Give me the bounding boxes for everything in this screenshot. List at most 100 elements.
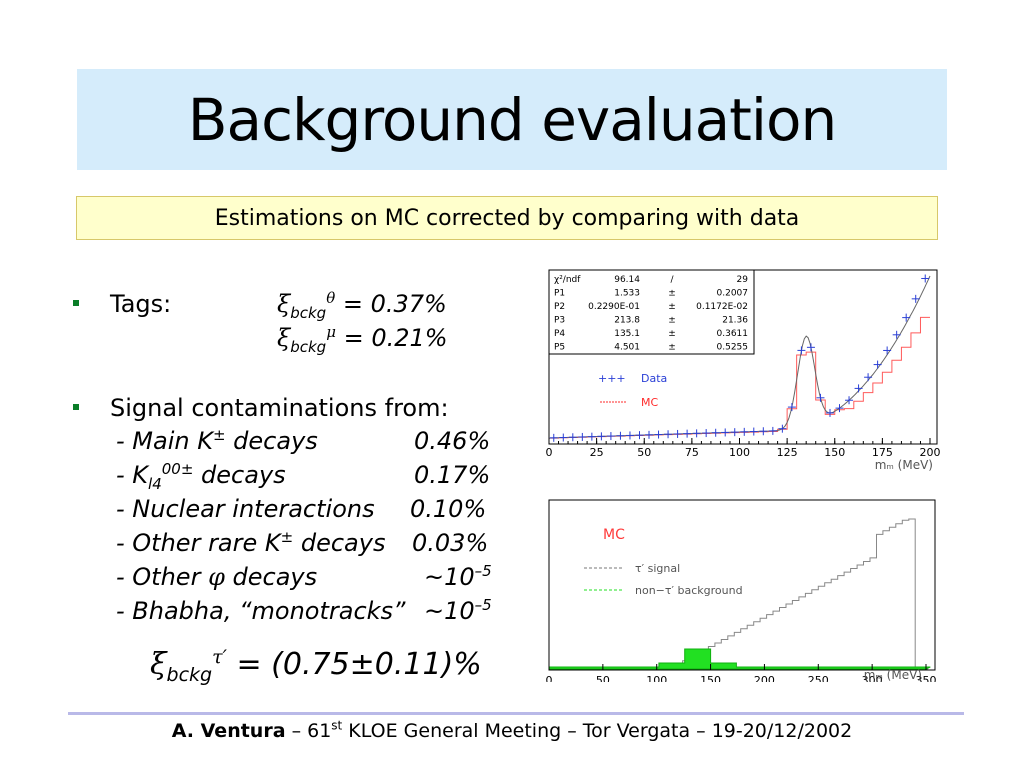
stats-cell: / bbox=[670, 275, 674, 285]
stats-cell: P5 bbox=[554, 343, 565, 353]
signal-row-1: - Main K± decays bbox=[116, 427, 318, 455]
value-text: ~10 bbox=[424, 563, 475, 591]
stats-cell: 96.14 bbox=[614, 275, 640, 285]
stats-cell: 0.2290E-01 bbox=[588, 302, 640, 312]
x-tick-label: 300 bbox=[862, 674, 883, 682]
tag-mu-value: = 0.21% bbox=[335, 324, 448, 352]
stats-cell: P1 bbox=[554, 289, 565, 299]
phi-symbol: φ bbox=[208, 563, 225, 591]
tag-theta-sup: θ bbox=[326, 289, 336, 307]
signal-row-4-value: 0.03% bbox=[412, 529, 489, 557]
data-points bbox=[549, 274, 930, 442]
xi-symbol: ξ bbox=[277, 324, 291, 352]
result-value: = (0.75±0.11)% bbox=[226, 647, 482, 682]
row-sub: l4 bbox=[148, 474, 162, 493]
footer-author: A. Ventura bbox=[171, 720, 286, 742]
stats-cell: 135.1 bbox=[614, 329, 640, 339]
signal-heading: Signal contaminations from: bbox=[110, 394, 449, 422]
row-text: - K bbox=[116, 461, 149, 489]
stats-cell: 0.1172E-02 bbox=[696, 302, 748, 312]
row-sup: ± bbox=[212, 426, 226, 444]
legend-mc-label: MC bbox=[641, 396, 658, 409]
value-sup: –5 bbox=[474, 562, 492, 580]
x-tick-label: 50 bbox=[596, 674, 610, 682]
stats-cell: 1.533 bbox=[614, 289, 640, 299]
plot2-frame bbox=[548, 499, 936, 671]
x-tick-label: 100 bbox=[646, 674, 667, 682]
row-sup: 00± bbox=[161, 460, 194, 478]
row-text: - Other bbox=[116, 563, 209, 591]
footer: A. Ventura – 61st KLOE General Meeting –… bbox=[0, 720, 1024, 742]
stats-cell: 213.8 bbox=[614, 316, 640, 326]
stats-cell: 4.501 bbox=[614, 343, 640, 353]
footer-text: – 61 bbox=[285, 720, 332, 742]
result-formula: ξbckgτ′ = (0.75±0.11)% bbox=[150, 648, 482, 685]
x-tick-label: 150 bbox=[824, 446, 845, 459]
row-text: decays bbox=[293, 529, 386, 557]
tag-mu-sup: μ bbox=[326, 323, 336, 341]
value-sup: –5 bbox=[474, 596, 492, 614]
x-tick-label: 0 bbox=[546, 674, 553, 682]
x-tick-label: 125 bbox=[777, 446, 798, 459]
signal-row-6: - Bhabha, “monotracks” bbox=[116, 597, 406, 625]
tag-theta: ξbckgθ = 0.37% bbox=[277, 289, 447, 320]
row-text: decays bbox=[193, 461, 286, 489]
plot1-x-ticks: 0 25 50 75 100 125 150 175 200 bbox=[546, 438, 941, 459]
plot2-x-ticks: 0 50 100 150 200 250 300 350 bbox=[546, 664, 937, 682]
subtitle-box: Estimations on MC corrected by comparing… bbox=[76, 196, 938, 240]
row-text: - Main K bbox=[116, 427, 213, 455]
stats-cell: ± bbox=[668, 343, 676, 353]
stats-box: χ²/ndf 96.14 / 29 P1 1.533 ±0.2007 P2 0.2290E-01… bbox=[548, 269, 755, 355]
x-tick-label: 75 bbox=[685, 446, 699, 459]
tag-theta-sub: bckg bbox=[290, 303, 327, 322]
x-tick-label: 200 bbox=[754, 674, 775, 682]
page-title: Background evaluation bbox=[187, 85, 838, 154]
row-sup: ± bbox=[280, 528, 294, 546]
xi-symbol: ξ bbox=[277, 290, 291, 318]
stats-cell: 0.5255 bbox=[717, 343, 749, 353]
stats-cell: 29 bbox=[737, 275, 749, 285]
signal-row-1-value: 0.46% bbox=[414, 427, 491, 455]
tags-label: Tags: bbox=[110, 290, 172, 318]
x-tick-label: 150 bbox=[700, 674, 721, 682]
plot2-svg: MC τ′ signal non−τ′ background 0 50 100 150… bbox=[546, 499, 937, 682]
bullet-icon bbox=[73, 300, 79, 306]
stats-cell: P4 bbox=[554, 329, 565, 339]
legend-data-label: Data bbox=[641, 372, 667, 385]
signal-row-3: - Nuclear interactions bbox=[116, 495, 375, 523]
signal-row-2-value: 0.17% bbox=[414, 461, 491, 489]
footer-text: KLOE General Meeting – Tor Vergata – 19-… bbox=[342, 720, 853, 742]
legend-signal-label: τ′ signal bbox=[635, 562, 680, 575]
stats-cell: ± bbox=[668, 329, 676, 339]
x-tick-label: 250 bbox=[808, 674, 829, 682]
plot2-title: MC bbox=[603, 527, 625, 543]
x-tick-label: 25 bbox=[590, 446, 604, 459]
x-tick-label: 100 bbox=[729, 446, 750, 459]
plot1-x-label: mₘ (MeV) bbox=[875, 458, 933, 472]
stats-cell: ± bbox=[668, 302, 676, 312]
signal-row-2: - Kl400± decays bbox=[116, 460, 286, 491]
xi-symbol: ξ bbox=[150, 647, 167, 682]
result-sup: τ′ bbox=[212, 646, 227, 668]
legend-data-symbol: +++ bbox=[598, 372, 626, 385]
stats-cell: 0.3611 bbox=[717, 329, 749, 339]
data-mc-plot: χ²/ndf 96.14 / 29 P1 1.533 ±0.2007 P2 0.2290E-01… bbox=[540, 266, 940, 480]
plot1-svg: χ²/ndf 96.14 / 29 P1 1.533 ±0.2007 P2 0.2290E-01… bbox=[546, 269, 941, 472]
plot1-legend: +++ Data MC bbox=[598, 372, 667, 409]
stats-cell: 21.36 bbox=[722, 316, 748, 326]
x-tick-label: 350 bbox=[916, 674, 937, 682]
x-tick-label: 200 bbox=[920, 446, 941, 459]
plot2-x-label: mₘ (MeV) bbox=[864, 668, 922, 682]
x-tick-label: 50 bbox=[637, 446, 651, 459]
legend-background-label: non−τ′ background bbox=[635, 584, 743, 597]
footer-sup: st bbox=[331, 718, 343, 733]
tag-mu: ξbckgμ = 0.21% bbox=[277, 323, 448, 354]
signal-row-5-value: ~10–5 bbox=[424, 563, 492, 591]
footer-divider bbox=[68, 712, 964, 715]
result-sub: bckg bbox=[166, 664, 213, 686]
signal-row-6-value: ~10–5 bbox=[424, 597, 492, 625]
title-bar: Background evaluation bbox=[77, 69, 947, 170]
x-tick-label: 175 bbox=[872, 446, 893, 459]
x-tick-label: 0 bbox=[546, 446, 553, 459]
